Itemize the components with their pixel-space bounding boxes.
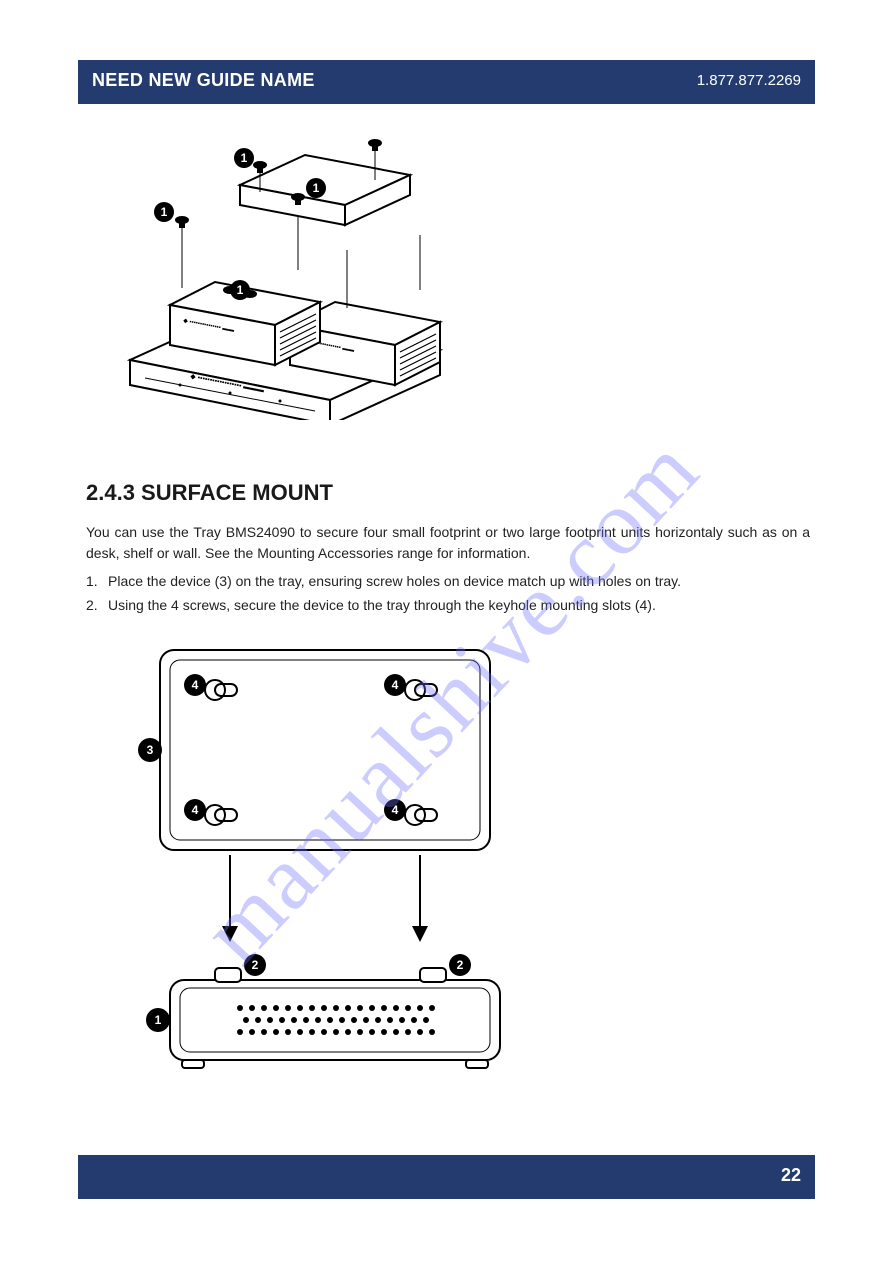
svg-text:1: 1 <box>155 1013 162 1027</box>
figure-stacked-devices: ◆ ▪▪▪▪▪▪▪▪▪▪▪▪▪▪▪▪▪▪ ▬▬▬ ◆ ▪▪▪▪▪▪▪▪▪▪▪▪▪… <box>120 130 450 420</box>
list-item: 2. Using the 4 screws, secure the device… <box>86 594 810 616</box>
stacked-devices-svg: ◆ ▪▪▪▪▪▪▪▪▪▪▪▪▪▪▪▪▪▪ ▬▬▬ ◆ ▪▪▪▪▪▪▪▪▪▪▪▪▪… <box>120 130 450 420</box>
svg-text:2: 2 <box>252 958 259 972</box>
figure-tray-mount: 4 4 4 4 3 <box>120 630 540 1110</box>
svg-text:1: 1 <box>241 151 248 165</box>
section-heading-surface-mount: 2.4.3 SURFACE MOUNT <box>86 480 333 506</box>
callout-1d: 1 <box>230 280 250 300</box>
svg-text:1: 1 <box>313 181 320 195</box>
tray-mount-svg: 4 4 4 4 3 <box>120 630 540 1110</box>
list-text: Using the 4 screws, secure the device to… <box>108 594 810 616</box>
callout-1b: 1 <box>306 178 326 198</box>
header-title: NEED NEW GUIDE NAME <box>92 70 315 91</box>
list-text: Place the device (3) on the tray, ensuri… <box>108 570 810 592</box>
svg-text:1: 1 <box>161 205 168 219</box>
surface-mount-intro: You can use the Tray BMS24090 to secure … <box>86 522 810 564</box>
header-bar: NEED NEW GUIDE NAME 1.877.877.2269 <box>78 60 815 104</box>
callout-1a: 1 <box>154 202 174 222</box>
page-root: NEED NEW GUIDE NAME 1.877.877.2269 ◆ ▪▪▪… <box>0 0 893 1263</box>
page-number: 22 <box>781 1165 801 1186</box>
callout-1c: 1 <box>234 148 254 168</box>
svg-text:4: 4 <box>392 678 399 692</box>
svg-text:4: 4 <box>392 803 399 817</box>
svg-text:4: 4 <box>192 678 199 692</box>
surface-mount-steps: 1. Place the device (3) on the tray, ens… <box>86 570 810 619</box>
svg-text:1: 1 <box>237 283 244 297</box>
header-phone: 1.877.877.2269 <box>697 72 801 89</box>
svg-text:4: 4 <box>192 803 199 817</box>
svg-text:2: 2 <box>457 958 464 972</box>
list-number: 2. <box>86 594 108 616</box>
footer-bar: 22 <box>78 1155 815 1199</box>
list-item: 1. Place the device (3) on the tray, ens… <box>86 570 810 592</box>
list-number: 1. <box>86 570 108 592</box>
svg-text:3: 3 <box>147 743 154 757</box>
